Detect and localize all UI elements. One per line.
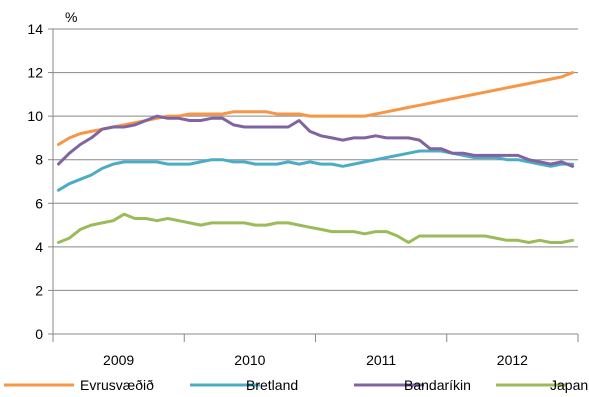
y-tick-label: 10 [27, 108, 43, 124]
y-tick-label: 4 [35, 239, 43, 255]
y-tick-label: 14 [27, 21, 43, 37]
x-tick-label: 2011 [366, 352, 396, 368]
y-tick-label: 6 [35, 195, 43, 211]
legend: Evrusvæðið Bretland Bandaríkin Japan [4, 377, 588, 393]
axes: 0 2 4 6 8 10 12 14 2009 2010 2011 2012 [27, 21, 579, 368]
x-tick-label: 2009 [103, 352, 134, 368]
y-axis-unit-label: % [65, 9, 77, 25]
legend-label: Bandaríkin [404, 377, 471, 393]
series-line-2 [57, 149, 574, 192]
x-tick-label: 2012 [497, 352, 528, 368]
series-lines [57, 71, 574, 244]
series-line-3 [57, 114, 574, 168]
legend-label: Bretland [246, 377, 298, 393]
legend-label: Evrusvæðið [80, 377, 154, 393]
series-line-4 [57, 212, 574, 244]
y-tick-label: 0 [35, 326, 43, 342]
legend-label: Japan [550, 377, 588, 393]
gridlines [53, 28, 578, 291]
x-tick-label: 2010 [234, 352, 265, 368]
y-tick-label: 2 [35, 282, 43, 298]
y-tick-label: 8 [35, 152, 43, 168]
y-tick-label: 12 [27, 65, 43, 81]
